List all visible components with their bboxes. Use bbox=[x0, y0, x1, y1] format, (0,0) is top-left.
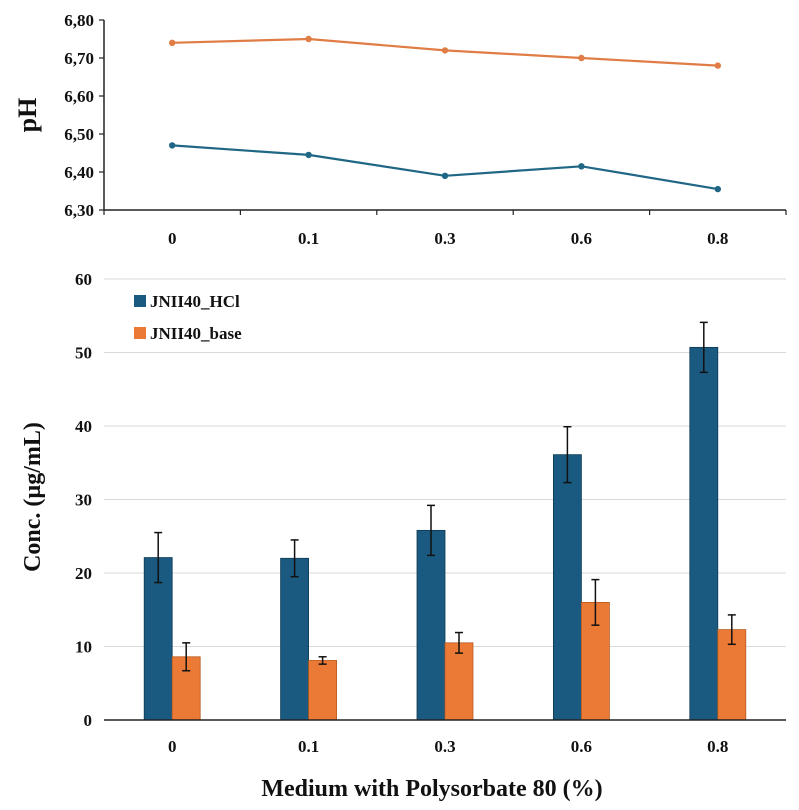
data-point-jnii40-hcl bbox=[169, 142, 176, 149]
y-tick-label: 0 bbox=[84, 711, 93, 730]
y-tick-label: 6,40 bbox=[64, 163, 94, 182]
x-axis-label: Medium with Polysorbate 80 (%) bbox=[261, 776, 602, 802]
bar-jnii40-hcl bbox=[143, 557, 173, 721]
data-point-jnii40-hcl bbox=[441, 172, 449, 179]
y-axis-label: pH bbox=[13, 98, 42, 133]
bar-jnii40-hcl bbox=[689, 346, 719, 721]
x-tick-label: 0 bbox=[168, 229, 177, 248]
concentration-bar-chart: 0 10 20 30 40 50 60 0 0.1 0.3 0.6 0.8 Conc. (µg/mL) J… bbox=[20, 270, 786, 756]
legend-swatch-jnii40-hcl bbox=[134, 295, 146, 307]
x-tick-label: 0.3 bbox=[434, 229, 455, 248]
x-tick-label: 0.8 bbox=[707, 737, 728, 756]
bar-jnii40-hcl bbox=[553, 454, 582, 721]
data-point-jnii40-base bbox=[578, 54, 585, 62]
y-tick-label: 60 bbox=[75, 270, 92, 289]
y-tick-label: 50 bbox=[75, 344, 92, 363]
data-point-jnii40-base bbox=[305, 35, 312, 43]
y-tick-label: 30 bbox=[75, 491, 92, 510]
x-tick-label: 0 bbox=[168, 737, 177, 756]
y-tick-label: 10 bbox=[75, 638, 92, 657]
x-tick-label: 0.1 bbox=[298, 737, 319, 756]
y-tick-label: 6,30 bbox=[64, 201, 94, 220]
y-tick-label: 6,50 bbox=[64, 125, 94, 144]
ph-line-chart: 6,30 6,40 6,50 6,60 6,70 6,80 0 0.1 0.3 0.6 0.8 pH bbox=[13, 11, 787, 248]
legend-swatch-jnii40-base bbox=[134, 327, 146, 339]
x-tick-label: 0.1 bbox=[298, 229, 319, 248]
bar-jnii40-base bbox=[444, 642, 474, 721]
x-tick-label: 0.8 bbox=[707, 229, 728, 248]
bar-jnii40-hcl bbox=[416, 529, 446, 721]
bar-jnii40-hcl bbox=[280, 557, 310, 721]
legend-label-jnii40-base: JNII40_base bbox=[150, 324, 242, 343]
data-point-jnii40-base bbox=[441, 47, 449, 54]
series-line-jnii40-hcl bbox=[172, 144, 718, 191]
y-tick-label: 6,80 bbox=[64, 11, 94, 30]
bar-jnii40-base bbox=[308, 660, 338, 721]
x-tick-label: 0.6 bbox=[571, 737, 592, 756]
x-tick-label: 0.3 bbox=[434, 737, 455, 756]
y-tick-label: 40 bbox=[75, 417, 92, 436]
y-tick-label: 6,70 bbox=[64, 49, 94, 68]
data-point-jnii40-base bbox=[169, 39, 176, 46]
y-tick-label: 20 bbox=[75, 564, 92, 583]
legend-label-jnii40-hcl: JNII40_HCl bbox=[150, 292, 240, 311]
data-point-jnii40-hcl bbox=[305, 151, 312, 159]
data-point-jnii40-hcl bbox=[578, 163, 585, 170]
data-point-jnii40-hcl bbox=[714, 185, 721, 193]
x-tick-label: 0.6 bbox=[571, 229, 592, 248]
data-point-jnii40-base bbox=[714, 62, 721, 69]
y-tick-label: 6,60 bbox=[64, 87, 94, 106]
y-axis-label: Conc. (µg/mL) bbox=[20, 422, 46, 572]
